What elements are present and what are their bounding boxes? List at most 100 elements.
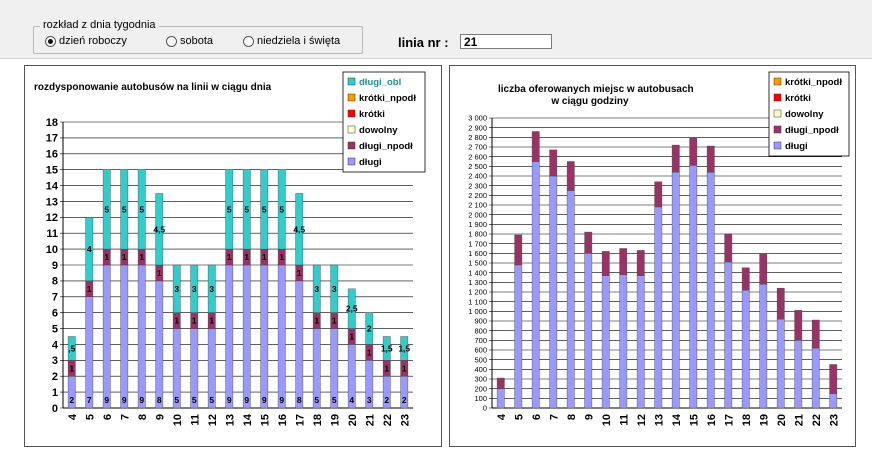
x-tick-label: 12 bbox=[207, 414, 219, 426]
y-tick-label: 18 bbox=[46, 117, 58, 129]
y-tick-label: 0 bbox=[483, 404, 487, 413]
y-tick-label: 900 bbox=[474, 317, 487, 326]
data-label: 1 bbox=[192, 316, 197, 326]
data-label: 9 bbox=[139, 395, 144, 405]
y-tick-label: 1 900 bbox=[468, 220, 487, 229]
bar-segment bbox=[671, 171, 680, 409]
x-tick-label: 17 bbox=[294, 414, 306, 426]
data-label: 5 bbox=[279, 204, 284, 214]
data-label: 5 bbox=[104, 204, 109, 214]
bar-segment bbox=[566, 161, 575, 191]
y-tick-label: 100 bbox=[474, 394, 487, 403]
y-tick-label: 2 700 bbox=[468, 143, 487, 152]
bar-segment bbox=[671, 144, 680, 173]
data-label: 1 bbox=[122, 252, 127, 262]
y-tick-label: 1 800 bbox=[468, 230, 487, 239]
x-tick-label: 9 bbox=[583, 414, 595, 420]
x-tick-label: 20 bbox=[776, 414, 788, 426]
y-tick-label: 10 bbox=[46, 244, 58, 256]
bar-segment bbox=[584, 231, 593, 254]
bar-segment bbox=[566, 190, 575, 409]
day-type-group-label: rozkład z dnia tygodnia bbox=[40, 19, 159, 31]
bar-segment bbox=[190, 264, 199, 313]
y-tick-label: 8 bbox=[52, 276, 58, 288]
radio-saturday-indicator[interactable] bbox=[166, 35, 177, 47]
radio-saturday[interactable]: sobota bbox=[166, 35, 213, 47]
bar-segment bbox=[829, 364, 838, 394]
data-label: 2 bbox=[69, 395, 74, 405]
y-tick-label: 1 400 bbox=[468, 268, 487, 277]
data-label: 1 bbox=[174, 316, 179, 326]
bar-segment bbox=[496, 388, 505, 409]
x-tick-label: 11 bbox=[618, 414, 630, 426]
data-label: 2 bbox=[367, 324, 372, 334]
y-tick-label: 400 bbox=[474, 365, 487, 374]
bar-segment bbox=[794, 340, 803, 409]
bar-segment bbox=[85, 296, 94, 409]
y-tick-label: 1 600 bbox=[468, 249, 487, 258]
bar-segment bbox=[172, 264, 181, 313]
data-label: 1 bbox=[367, 347, 372, 357]
bar-segment bbox=[225, 169, 234, 250]
y-tick-label: 1 bbox=[52, 387, 58, 399]
bar-segment bbox=[794, 310, 803, 341]
y-tick-label: 15 bbox=[46, 165, 58, 177]
data-label: 3 bbox=[367, 395, 372, 405]
bar-segment bbox=[155, 193, 164, 266]
data-label: 3 bbox=[332, 284, 337, 294]
y-tick-label: 500 bbox=[474, 355, 487, 364]
y-tick-label: 3 000 bbox=[468, 114, 487, 123]
bar-segment bbox=[137, 169, 146, 250]
bar-segment bbox=[741, 289, 750, 409]
bar-segment bbox=[260, 169, 269, 250]
data-label: 1 bbox=[262, 252, 267, 262]
line-number-input[interactable] bbox=[460, 34, 552, 49]
bar-segment bbox=[137, 264, 146, 409]
bar-segment bbox=[277, 264, 286, 409]
x-tick-label: 10 bbox=[172, 414, 184, 426]
data-label: 1 bbox=[69, 363, 74, 373]
bar-segment bbox=[102, 264, 111, 409]
y-tick-label: 1 500 bbox=[468, 259, 487, 268]
data-label: 3 bbox=[192, 284, 197, 294]
radio-workday-indicator[interactable] bbox=[45, 35, 56, 47]
x-tick-label: 16 bbox=[706, 414, 718, 426]
x-tick-label: 22 bbox=[382, 414, 394, 426]
bar-segment bbox=[654, 181, 663, 208]
y-tick-label: 4 bbox=[52, 339, 59, 351]
y-tick-label: 1 300 bbox=[468, 278, 487, 287]
x-tick-label: 21 bbox=[364, 414, 376, 426]
radio-sunday-holiday-label: niedziela i święta bbox=[257, 35, 341, 47]
bar-segment bbox=[295, 193, 304, 266]
x-tick-label: 9 bbox=[154, 414, 166, 420]
x-tick-label: 4 bbox=[67, 413, 79, 420]
data-label: 9 bbox=[227, 395, 232, 405]
data-label: 3 bbox=[174, 284, 179, 294]
data-label: 2,5 bbox=[346, 304, 358, 314]
data-label: 5 bbox=[139, 204, 144, 214]
data-label: 4 bbox=[349, 395, 354, 405]
data-label: 4 bbox=[87, 244, 92, 254]
y-tick-label: 2 100 bbox=[468, 201, 487, 210]
data-label: 1 bbox=[104, 252, 109, 262]
x-tick-label: 6 bbox=[531, 414, 543, 420]
x-tick-label: 21 bbox=[793, 414, 805, 426]
bar-segment bbox=[724, 261, 733, 409]
data-label: 2 bbox=[402, 395, 407, 405]
legend-swatch bbox=[773, 93, 782, 102]
bar-segment bbox=[584, 253, 593, 409]
y-tick-label: 800 bbox=[474, 326, 487, 335]
x-tick-label: 7 bbox=[548, 414, 560, 420]
radio-sunday-holiday-indicator[interactable] bbox=[243, 35, 254, 47]
legend-label: długi bbox=[785, 141, 808, 152]
x-tick-label: 15 bbox=[259, 414, 271, 426]
radio-workday[interactable]: dzień roboczy bbox=[45, 35, 127, 47]
data-label: 1,5 bbox=[398, 343, 410, 353]
y-tick-label: 2 bbox=[52, 371, 58, 383]
radio-sunday-holiday[interactable]: niedziela i święta bbox=[243, 35, 340, 47]
data-label: 9 bbox=[279, 395, 284, 405]
data-label: ,5 bbox=[68, 343, 75, 353]
bar-segment bbox=[207, 264, 216, 313]
bar-segment bbox=[531, 131, 540, 162]
bar-segment bbox=[312, 264, 321, 313]
